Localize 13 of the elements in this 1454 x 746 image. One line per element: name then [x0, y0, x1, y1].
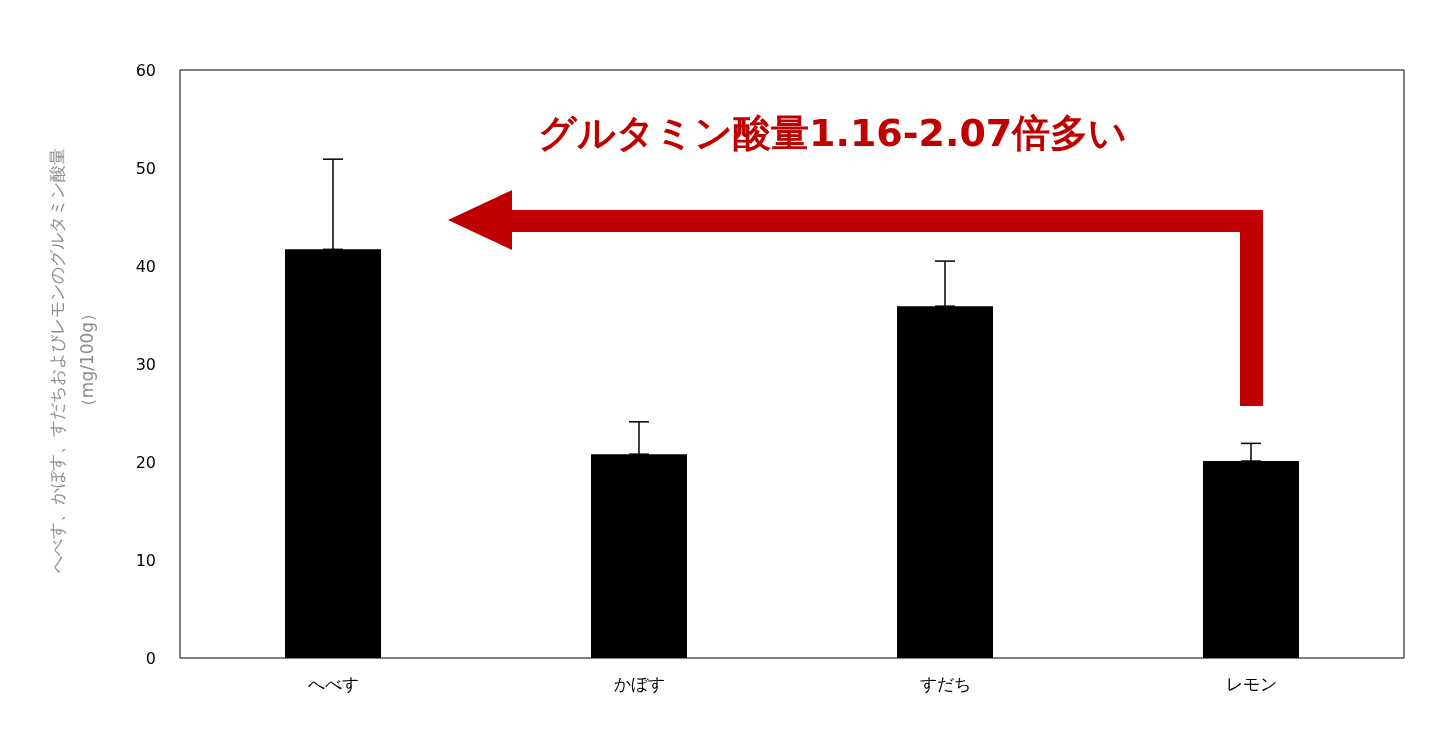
y-tick-label: 0 — [145, 648, 156, 668]
y-tick-label: 40 — [135, 256, 156, 276]
x-tick-label: すだち — [919, 674, 971, 695]
y-axis-title: へべす、かぼす、すだちおよびレモンのグルタミン酸量（mg/100g） — [46, 146, 98, 575]
x-tick-label: レモン — [1225, 674, 1277, 695]
annotation: グルタミン酸量1.16-2.07倍多い — [538, 110, 1128, 157]
y-tick-label: 50 — [135, 158, 156, 178]
y-tick-label: 60 — [135, 60, 156, 80]
x-tick-label: かぼす — [613, 674, 665, 695]
y-tick-label: 30 — [135, 354, 156, 374]
y-tick-label: 20 — [135, 452, 156, 472]
y-tick-label: 10 — [135, 550, 156, 570]
x-tick-label: へべす — [307, 674, 359, 695]
